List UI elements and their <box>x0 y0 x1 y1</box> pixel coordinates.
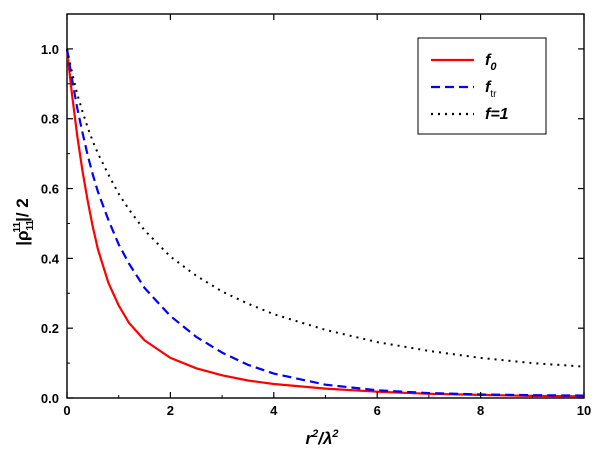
y-axis-title: |ρ1111|/ 2 <box>12 198 36 246</box>
series-line-f=1 <box>66 48 585 368</box>
y-tick-label: 0.6 <box>41 182 59 197</box>
series-line-ftr <box>65 48 585 397</box>
x-tick-label: 8 <box>477 403 484 418</box>
x-tick-label: 10 <box>577 403 591 418</box>
y-tick-label: 0.8 <box>41 112 59 127</box>
y-tick-label: 0.2 <box>41 321 59 336</box>
x-tick-label: 2 <box>167 403 174 418</box>
legend-label-f0: f0 <box>485 52 497 73</box>
legend: f0 ftr f=1 <box>417 37 547 135</box>
y-tick-label: 0.0 <box>41 391 59 406</box>
y-tick-label: 0.4 <box>41 251 60 266</box>
x-axis-title: r2/λ2 <box>305 428 338 448</box>
series-layer <box>65 48 585 398</box>
legend-label-ftr: ftr <box>485 79 497 100</box>
axis-ticks: 0 2 4 6 8 10 0.0 0.2 0.4 0.6 0.8 1.0 <box>41 13 591 418</box>
series-line-f0 <box>65 48 585 398</box>
x-tick-label: 4 <box>270 403 278 418</box>
y-tick-label: 1.0 <box>41 42 59 57</box>
x-tick-label: 6 <box>374 403 381 418</box>
legend-label-f=1: f=1 <box>485 106 509 123</box>
x-tick-label: 0 <box>63 403 70 418</box>
